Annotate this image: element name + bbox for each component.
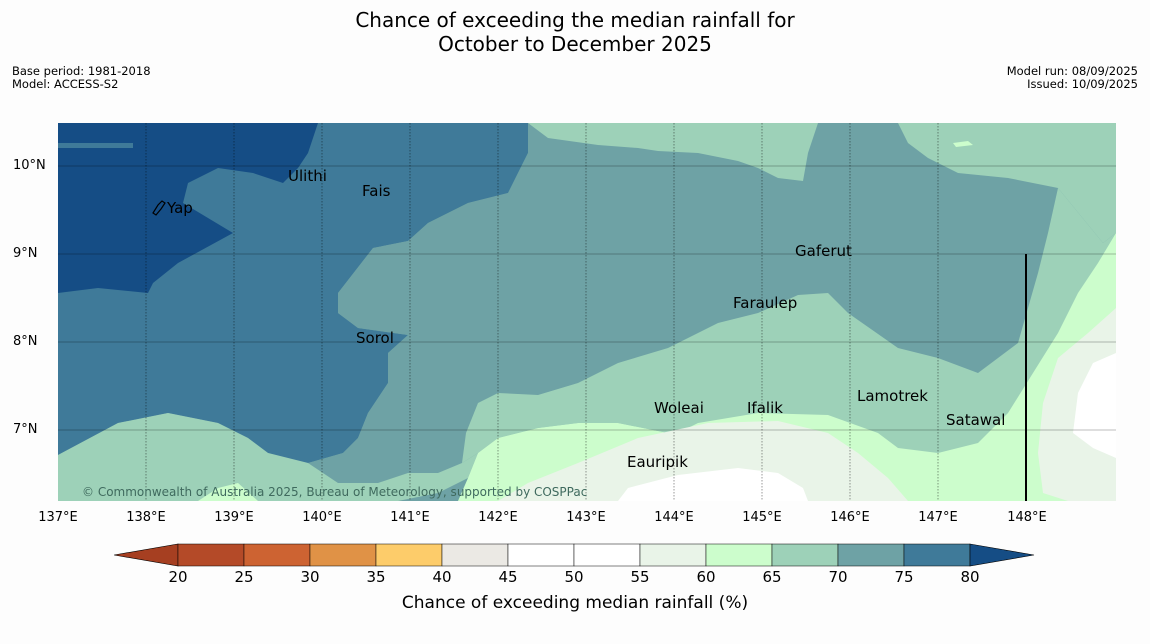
copyright-notice: © Commonwealth of Australia 2025, Bureau…	[82, 485, 588, 499]
base-info: Base period: 1981-2018 Model: ACCESS-S2	[12, 65, 151, 91]
colorbar-segment	[309, 543, 377, 567]
contour-45-55-east	[1073, 353, 1116, 458]
colorbar-segment	[705, 543, 773, 567]
run-info: Model run: 08/09/2025 Issued: 10/09/2025	[1007, 65, 1138, 91]
colorbar-tick-75: 75	[894, 568, 914, 586]
contour-east-band	[462, 188, 1116, 501]
colorbar-arrow-high	[969, 543, 1035, 567]
contour-60-65	[458, 233, 1116, 501]
lat-label-9n: 9°N	[13, 246, 38, 261]
colorbar-segment	[639, 543, 707, 567]
lon-label-137e: 137°E	[38, 510, 78, 525]
model-run: Model run: 08/09/2025	[1006, 64, 1138, 78]
colorbar-tick-45: 45	[498, 568, 518, 586]
colorbar-segment	[771, 543, 839, 567]
colorbar-segment	[837, 543, 905, 567]
map-canvas	[58, 123, 1116, 501]
base-period: Base period: 1981-2018	[12, 64, 151, 78]
lon-label-142e: 142°E	[478, 510, 518, 525]
colorbar-segment	[375, 543, 443, 567]
place-fais: Fais	[362, 182, 391, 200]
colorbar-segment	[507, 543, 575, 567]
colorbar-tick-30: 30	[300, 568, 320, 586]
place-faraulep: Faraulep	[733, 294, 798, 312]
colorbar	[114, 543, 1035, 567]
longitude-lines	[145, 123, 939, 501]
lon-label-147e: 147°E	[918, 510, 958, 525]
lon-label-141e: 141°E	[390, 510, 430, 525]
rainfall-map[interactable]	[58, 123, 1116, 501]
place-satawal: Satawal	[946, 411, 1006, 429]
contour-45-55	[618, 468, 808, 501]
model-name: Model: ACCESS-S2	[12, 77, 119, 91]
colorbar-tick-55: 55	[630, 568, 650, 586]
contour-55-60	[498, 421, 908, 501]
colorbar-tick-40: 40	[432, 568, 452, 586]
map-title: Chance of exceeding the median rainfall …	[0, 8, 1150, 56]
contour-70-75-top	[528, 123, 1116, 243]
colorbar-tick-65: 65	[762, 568, 782, 586]
contour-above-80	[58, 123, 318, 293]
contour-65-70-north	[308, 123, 1058, 483]
contour-60-65-sw	[198, 483, 258, 501]
colorbar-tick-25: 25	[234, 568, 254, 586]
lon-label-140e: 140°E	[302, 510, 342, 525]
issued-date: Issued: 10/09/2025	[1027, 77, 1138, 91]
lat-label-7n: 7°N	[13, 422, 38, 437]
place-woleai: Woleai	[654, 399, 704, 417]
colorbar-tick-80: 80	[960, 568, 980, 586]
lon-label-144e: 144°E	[654, 510, 694, 525]
lon-label-146e: 146°E	[830, 510, 870, 525]
lon-label-145e: 145°E	[742, 510, 782, 525]
colorbar-segment	[573, 543, 641, 567]
title-line-2: October to December 2025	[438, 32, 712, 56]
colorbar-tick-35: 35	[366, 568, 386, 586]
colorbar-tick-50: 50	[564, 568, 584, 586]
lon-label-148e: 148°E	[1007, 510, 1047, 525]
contour-65-70-south	[58, 413, 478, 501]
title-line-1: Chance of exceeding the median rainfall …	[355, 8, 795, 32]
place-ifalik: Ifalik	[747, 399, 783, 417]
colorbar-segment	[441, 543, 509, 567]
lat-label-10n: 10°N	[13, 158, 46, 173]
place-lamotrek: Lamotrek	[857, 387, 928, 405]
place-eauripik: Eauripik	[627, 453, 688, 471]
colorbar-tick-60: 60	[696, 568, 716, 586]
lon-label-139e: 139°E	[214, 510, 254, 525]
place-gaferut: Gaferut	[795, 242, 852, 260]
place-yap: Yap	[167, 199, 193, 217]
place-sorol: Sorol	[356, 329, 394, 347]
colorbar-segment	[903, 543, 971, 567]
colorbar-segment	[177, 543, 245, 567]
colorbar-segment	[243, 543, 311, 567]
contour-patch-ne	[953, 141, 973, 147]
contour-above-80-strip	[58, 143, 133, 148]
lon-label-138e: 138°E	[126, 510, 166, 525]
yap-island	[152, 200, 166, 216]
colorbar-tick-70: 70	[828, 568, 848, 586]
lat-label-8n: 8°N	[13, 334, 38, 349]
colorbar-label: Chance of exceeding median rainfall (%)	[401, 593, 749, 613]
colorbar-arrow-low	[114, 543, 179, 567]
place-ulithi: Ulithi	[288, 167, 327, 185]
colorbar-tick-20: 20	[168, 568, 188, 586]
lon-label-143e: 143°E	[566, 510, 606, 525]
